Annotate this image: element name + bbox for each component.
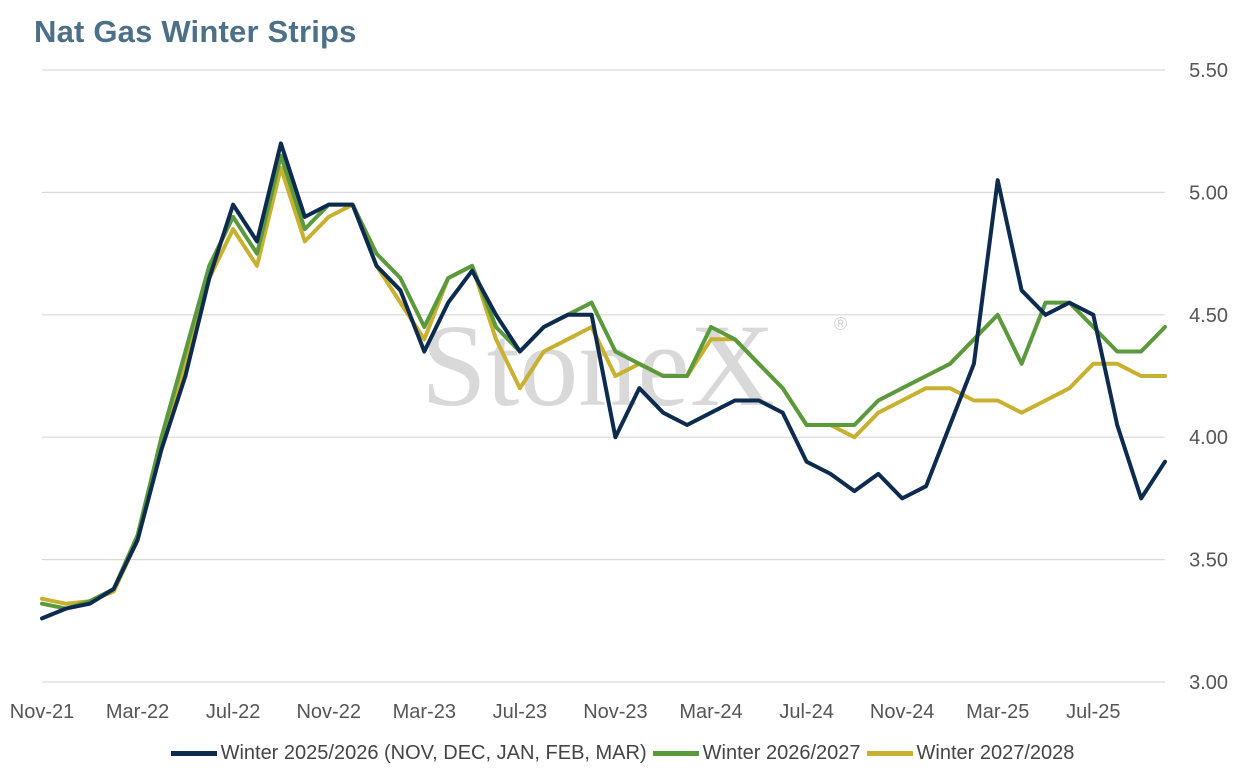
chart-canvas: StoneX ® 3.003.504.004.505.005.50 Nov-21… bbox=[10, 60, 1228, 723]
x-tick-label: Mar-25 bbox=[966, 701, 1029, 723]
legend-item-winter-2027-2028[interactable]: Winter 2027/2028 bbox=[861, 742, 1075, 765]
legend: Winter 2025/2026 (NOV, DEC, JAN, FEB, MA… bbox=[0, 742, 1239, 765]
x-tick-label: Jul-23 bbox=[493, 701, 547, 723]
x-tick-label: Mar-23 bbox=[393, 701, 456, 723]
legend-item-winter-2026-2027[interactable]: Winter 2026/2027 bbox=[647, 742, 861, 765]
x-tick-label: Jul-24 bbox=[779, 701, 833, 723]
x-tick-label: Mar-24 bbox=[679, 701, 742, 723]
chart-title: Nat Gas Winter Strips bbox=[34, 14, 357, 49]
legend-swatch bbox=[652, 751, 699, 756]
series-lines bbox=[40, 141, 1167, 621]
gridlines bbox=[42, 69, 1165, 683]
y-tick-label: 5.00 bbox=[1189, 182, 1228, 204]
x-tick-label: Mar-22 bbox=[106, 701, 169, 723]
series-line-0 bbox=[40, 141, 1167, 621]
y-tick-label: 3.00 bbox=[1189, 672, 1228, 694]
x-tick-label: Jul-22 bbox=[206, 701, 260, 723]
watermark-registered-mark: ® bbox=[834, 314, 847, 334]
x-axis-ticks: Nov-21 Mar-22 Jul-22 Nov-22 Mar-23 Jul-23 Nov-… bbox=[10, 701, 1121, 723]
y-tick-label: 5.50 bbox=[1189, 60, 1228, 82]
y-tick-label: 4.50 bbox=[1189, 305, 1228, 327]
x-tick-label: Nov-22 bbox=[296, 701, 360, 723]
series-line-2 bbox=[40, 165, 1167, 606]
legend-label: Winter 2027/2028 bbox=[916, 742, 1075, 764]
x-tick-label: Nov-21 bbox=[10, 701, 74, 723]
x-tick-label: Nov-23 bbox=[583, 701, 647, 723]
legend-label: Winter 2025/2026 (NOV, DEC, JAN, FEB, MA… bbox=[220, 742, 647, 764]
x-tick-label: Nov-24 bbox=[870, 701, 934, 723]
y-tick-label: 4.00 bbox=[1189, 427, 1228, 449]
y-tick-label: 3.50 bbox=[1189, 550, 1228, 572]
legend-item-winter-2025-2026[interactable]: Winter 2025/2026 (NOV, DEC, JAN, FEB, MA… bbox=[165, 742, 647, 765]
legend-label: Winter 2026/2027 bbox=[702, 742, 861, 764]
y-axis-ticks: 3.00 3.50 4.00 4.50 5.00 5.50 bbox=[1189, 60, 1228, 694]
x-tick-label: Jul-25 bbox=[1066, 701, 1120, 723]
legend-swatch bbox=[170, 751, 217, 756]
legend-swatch bbox=[866, 751, 913, 756]
